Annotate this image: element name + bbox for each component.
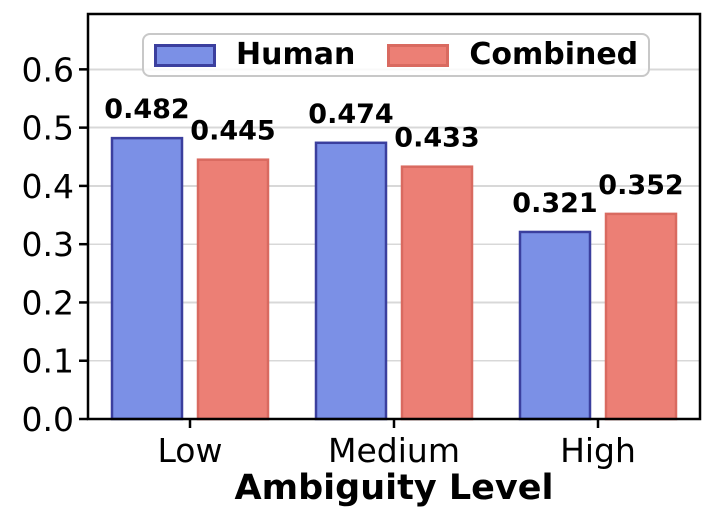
y-tick-label: 0.4 — [22, 167, 74, 206]
legend-swatch-human-icon — [154, 43, 216, 67]
value-label: 0.474 — [308, 99, 393, 130]
bar-human-low — [110, 136, 184, 421]
legend-item-combined: Combined — [387, 40, 638, 70]
x-axis-title: Ambiguity Level — [234, 468, 554, 508]
y-tick-label: 0.1 — [22, 342, 74, 381]
bar-human-medium — [314, 141, 388, 421]
y-tick-label: 0.5 — [22, 109, 74, 148]
legend: Human Combined — [142, 33, 650, 77]
legend-label-human: Human — [236, 37, 356, 72]
value-label: 0.482 — [104, 94, 189, 125]
bar-combined-low — [196, 158, 270, 421]
legend-label-combined: Combined — [469, 37, 639, 72]
x-tick-label: Medium — [328, 431, 460, 470]
value-label: 0.352 — [598, 170, 683, 201]
bar-combined-high — [604, 212, 678, 421]
y-tick-label: 0.0 — [22, 400, 74, 439]
value-label: 0.321 — [512, 188, 597, 219]
legend-item-human: Human — [154, 40, 355, 70]
value-label: 0.445 — [190, 116, 275, 147]
bar-human-high — [518, 230, 592, 421]
value-label: 0.433 — [394, 123, 479, 154]
bar-combined-medium — [400, 165, 474, 421]
legend-swatch-combined-icon — [387, 43, 450, 67]
y-tick-label: 0.6 — [22, 50, 74, 89]
y-tick-label: 0.2 — [22, 283, 74, 322]
x-tick-label: Low — [158, 431, 223, 470]
x-tick-label: High — [560, 431, 636, 470]
y-tick-label: 0.3 — [22, 225, 74, 264]
